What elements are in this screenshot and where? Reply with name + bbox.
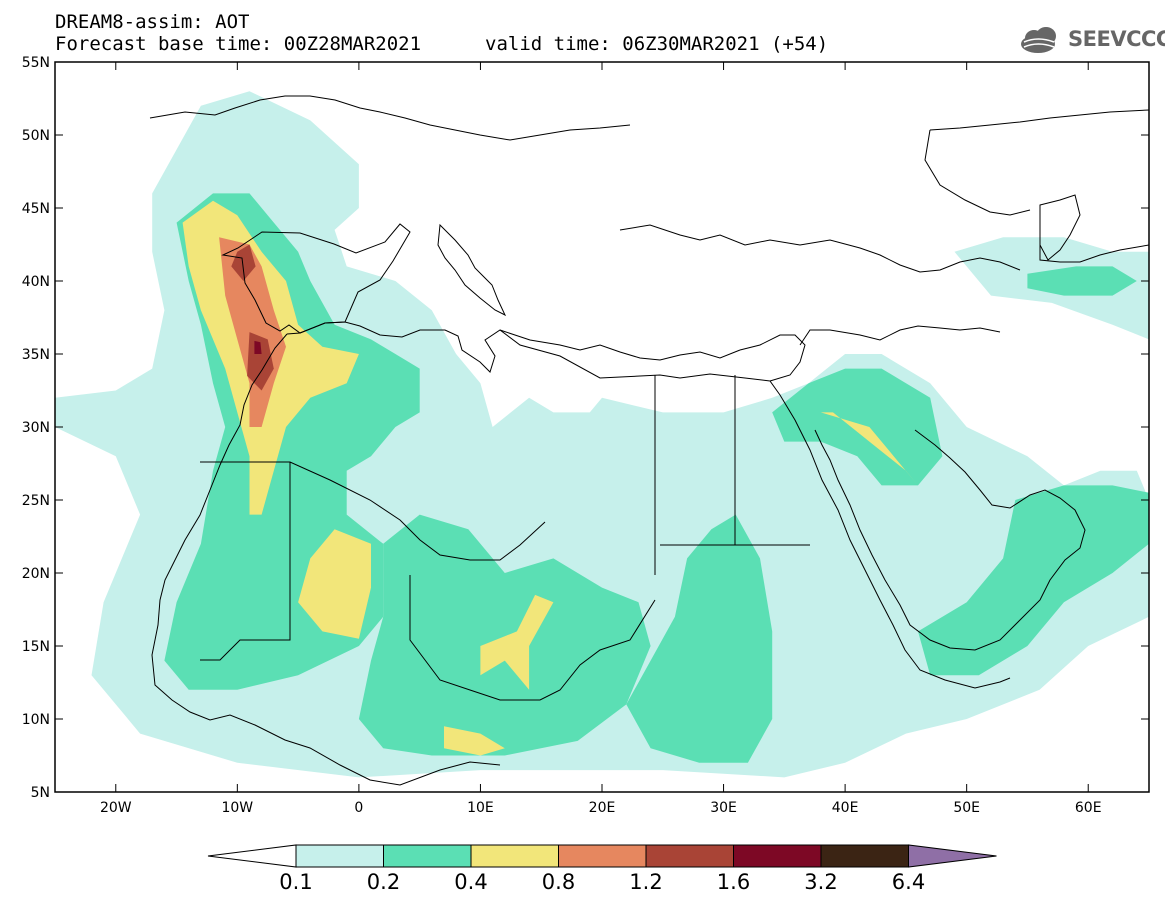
colorbar-label: 1.2 (629, 870, 662, 894)
y-tick-label: 50N (22, 128, 50, 144)
y-tick-label: 15N (22, 639, 50, 655)
colorbar: 0.1 0.2 0.4 0.8 1.2 1.6 3.2 6.4 (207, 844, 997, 894)
y-tick-label: 35N (22, 347, 50, 363)
colorbar-high-arrow (908, 844, 997, 868)
colorbar-label: 0.8 (542, 870, 575, 894)
colorbar-label: 3.2 (804, 870, 837, 894)
forecast-base-time: Forecast base time: 00Z28MAR2021 (55, 33, 422, 55)
aot-region-algeria-mali-yellow (298, 529, 371, 639)
aot-region-nigeria-yellow (444, 726, 505, 756)
coastlines-and-borders (149, 95, 1149, 786)
colorbar-bin (820, 844, 909, 868)
x-tick-label: 20E (589, 800, 616, 816)
colorbar-bin (470, 844, 559, 868)
x-axis: 20W 10W 0 10E 20E 30E 40E 50E 60E (100, 62, 1102, 816)
aot-region-arabian-sea-green (918, 485, 1149, 676)
y-tick-label: 20N (22, 566, 50, 582)
colorbar-bin (645, 844, 734, 868)
aot-region-iraq-yellow (796, 412, 918, 486)
x-tick-label: 40E (832, 800, 859, 816)
aot-region-central-sahel-green (358, 514, 651, 756)
y-axis: 55N 50N 45N 40N 35N 30N 25N 20N 15N 10N 5N (22, 55, 1149, 801)
y-tick-label: 40N (22, 274, 50, 290)
colorbar-bin (383, 844, 472, 868)
aot-region-chad-yellow (480, 594, 554, 690)
y-tick-label: 55N (22, 55, 50, 71)
colorbar-label: 0.2 (367, 870, 400, 894)
colorbar-bin (558, 844, 647, 868)
y-tick-label: 45N (22, 201, 50, 217)
x-tick-label: 20W (100, 800, 132, 816)
logo-text: SEEVCCC (1068, 27, 1165, 51)
valid-time: valid time: 06Z30MAR2021 (+54) (485, 33, 829, 55)
colorbar-label: 0.1 (279, 870, 312, 894)
cloud-icon (1021, 27, 1056, 53)
x-tick-label: 0 (354, 800, 363, 816)
colorbar-label: 1.6 (717, 870, 750, 894)
colorbar-low-arrow (207, 844, 297, 868)
map-title: DREAM8-assim: AOT (55, 11, 250, 33)
y-tick-label: 5N (31, 785, 50, 801)
y-tick-label: 10N (22, 712, 50, 728)
aot-field-layer (55, 91, 1149, 778)
colorbar-label: 6.4 (892, 870, 925, 894)
x-tick-label: 10E (467, 800, 494, 816)
aot-region-iberia-dark-north (231, 244, 256, 281)
aot-region-iberia-peak (254, 340, 262, 354)
colorbar-bin (733, 844, 822, 868)
x-tick-label: 30E (710, 800, 737, 816)
aot-region-iberia-dark-south (247, 332, 274, 391)
aot-region-sudan-green (626, 514, 773, 763)
aot-region-iberia-orange (219, 237, 286, 427)
x-tick-label: 60E (1075, 800, 1102, 816)
y-tick-label: 25N (22, 493, 50, 509)
y-tick-label: 30N (22, 420, 50, 436)
colorbar-bin (295, 844, 384, 868)
colorbar-label: 0.4 (454, 870, 487, 894)
x-tick-label: 10W (221, 800, 253, 816)
x-tick-label: 50E (953, 800, 980, 816)
seevccc-logo (1021, 27, 1056, 53)
aot-region-caspian-green (1027, 266, 1137, 296)
